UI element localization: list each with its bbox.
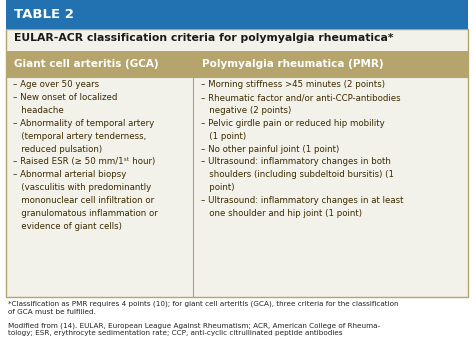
- Bar: [6, 51, 193, 77]
- Text: Modified from (14). EULAR, European League Against Rheumatism; ACR, American Col: Modified from (14). EULAR, European Leag…: [8, 322, 380, 337]
- Bar: [193, 51, 468, 77]
- Bar: [6, 0, 468, 29]
- Text: EULAR-ACR classification criteria for polymyalgia rheumatica*: EULAR-ACR classification criteria for po…: [14, 33, 394, 44]
- Bar: [6, 29, 468, 297]
- Text: *Classification as PMR requires 4 points (10); for giant cell arteritis (GCA), t: *Classification as PMR requires 4 points…: [8, 301, 399, 315]
- Text: TABLE 2: TABLE 2: [14, 8, 74, 21]
- Text: – Morning stiffness >45 minutes (2 points)
– Rheumatic factor and/or anti-CCP-an: – Morning stiffness >45 minutes (2 point…: [201, 80, 403, 218]
- Text: – Age over 50 years
– New onset of localized
   headache
– Abnormality of tempor: – Age over 50 years – New onset of local…: [13, 80, 157, 231]
- Text: Polymyalgia rheumatica (PMR): Polymyalgia rheumatica (PMR): [202, 59, 383, 69]
- Text: Giant cell arteritis (GCA): Giant cell arteritis (GCA): [14, 59, 159, 69]
